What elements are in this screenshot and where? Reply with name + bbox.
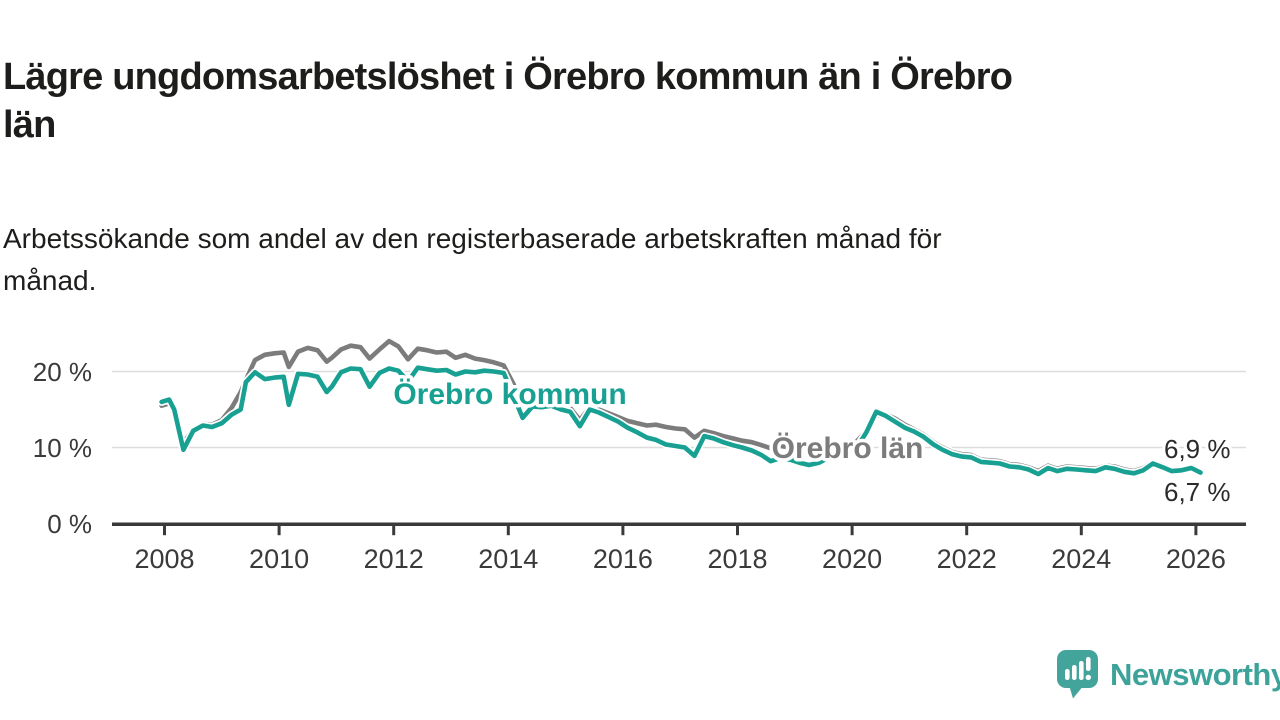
lan-line bbox=[159, 338, 1203, 474]
x-tick-label: 2008 bbox=[134, 544, 194, 574]
y-tick-label: 20 % bbox=[33, 357, 92, 387]
newsworthy-logo-text: Newsworthy bbox=[1110, 656, 1280, 692]
page-title: Lägre ungdomsarbetslöshet i Örebro kommu… bbox=[3, 56, 1013, 147]
x-tick-label: 2022 bbox=[937, 544, 997, 574]
x-tick-label: 2016 bbox=[593, 544, 653, 574]
newsworthy-logo-icon bbox=[1057, 650, 1098, 699]
x-tick-label: 2014 bbox=[478, 544, 538, 574]
line-casing bbox=[157, 363, 1205, 479]
kommun-line bbox=[159, 365, 1203, 477]
x-tick-label: 2024 bbox=[1051, 544, 1111, 574]
x-tick-label: 2010 bbox=[249, 544, 309, 574]
chart-canvas: 2008 2010 2012 2014 2016 2018 2020 2022 2024 2026… bbox=[33, 337, 1246, 574]
page-subtitle: Arbetssökande som andel av den registerb… bbox=[3, 223, 942, 296]
x-tick-label: 2012 bbox=[364, 544, 424, 574]
unemployment-line-chart: 2008 2010 2012 2014 2016 2018 2020 2022 2024 2026… bbox=[0, 320, 1280, 580]
series-label: Örebro län bbox=[772, 432, 924, 465]
line-casing bbox=[157, 337, 1205, 476]
end-value-label: 6,7 % bbox=[1164, 477, 1231, 507]
x-tick-label: 2020 bbox=[822, 544, 882, 574]
y-tick-label: 10 % bbox=[33, 433, 92, 463]
y-tick-label: 0 % bbox=[47, 509, 92, 539]
newsworthy-branding: Newsworthy bbox=[1056, 650, 1280, 699]
x-tick-label: 2018 bbox=[707, 544, 767, 574]
series-label: Örebro kommun bbox=[393, 378, 626, 411]
end-value-label: 6,9 % bbox=[1164, 434, 1231, 464]
x-tick-label: 2026 bbox=[1166, 544, 1226, 574]
